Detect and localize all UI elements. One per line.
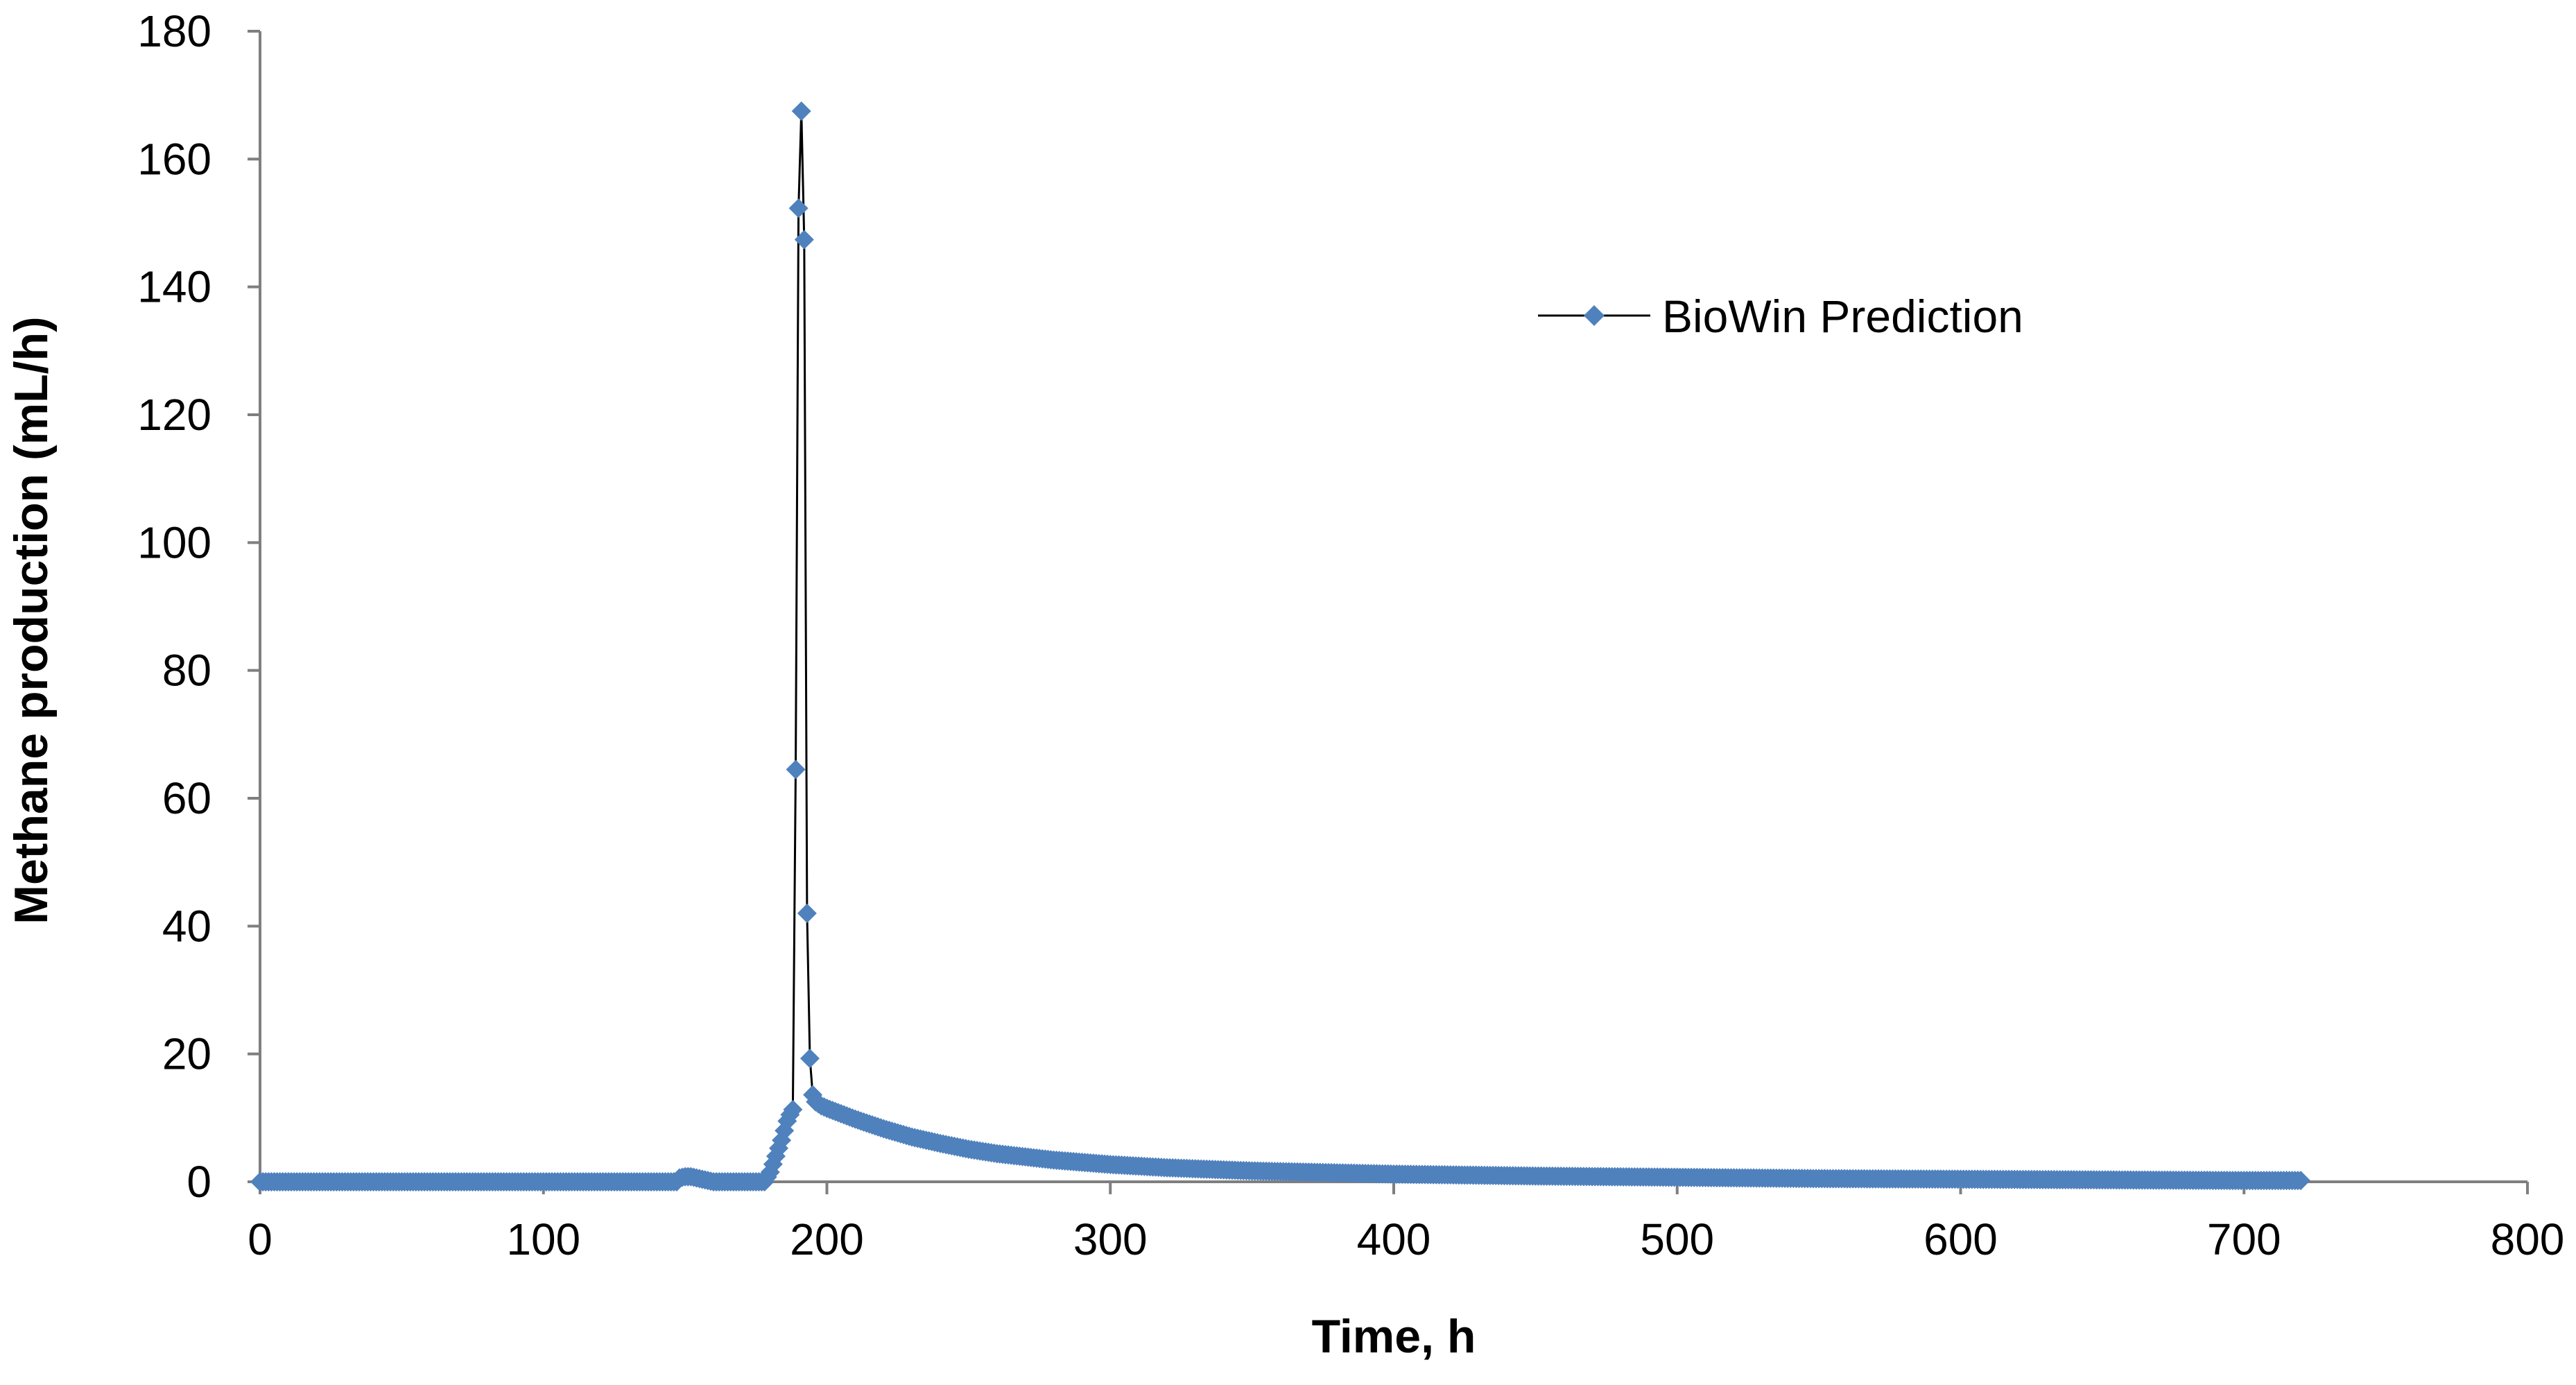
y-tick-label: 0 — [187, 1157, 211, 1207]
series-layer — [250, 101, 2310, 1192]
y-tick-label: 160 — [137, 134, 211, 184]
x-tick-label: 100 — [506, 1214, 580, 1264]
y-tick-label: 20 — [162, 1029, 211, 1079]
y-tick-label: 140 — [137, 262, 211, 312]
y-tick-label: 80 — [162, 646, 211, 696]
y-tick-label: 60 — [162, 773, 211, 823]
x-tick-label: 600 — [1924, 1214, 1998, 1264]
data-point — [799, 1049, 820, 1069]
legend-label: BioWin Prediction — [1662, 291, 2023, 342]
x-tick-label: 200 — [790, 1214, 864, 1264]
data-point — [783, 1099, 803, 1119]
x-tick-label: 400 — [1357, 1214, 1431, 1264]
data-point — [797, 903, 817, 923]
y-axis-ticks: 0 20 40 60 80 100 120 140 160 180 — [137, 6, 260, 1207]
y-tick-label: 120 — [137, 390, 211, 440]
series-line-0 — [260, 111, 2301, 1183]
legend-marker-diamond — [1584, 305, 1605, 326]
legend: BioWin Prediction — [1538, 291, 2023, 342]
data-point — [791, 101, 811, 121]
y-tick-label: 180 — [137, 6, 211, 56]
y-tick-label: 100 — [137, 517, 211, 567]
x-tick-label: 0 — [248, 1214, 273, 1264]
data-point — [794, 230, 814, 250]
y-tick-label: 40 — [162, 901, 211, 951]
y-axis-title: Methane production (mL/h) — [5, 316, 58, 924]
x-tick-label: 300 — [1073, 1214, 1148, 1264]
series-markers-0 — [250, 101, 2310, 1192]
x-axis-title: Time, h — [1312, 1310, 1476, 1363]
x-tick-label: 700 — [2207, 1214, 2281, 1264]
x-tick-label: 500 — [1640, 1214, 1714, 1264]
x-tick-label: 800 — [2491, 1214, 2565, 1264]
x-axis-ticks: 0 100 200 300 400 500 600 700 800 — [248, 1182, 2564, 1264]
axes — [259, 31, 2527, 1183]
data-point — [786, 759, 806, 780]
data-point — [2291, 1171, 2310, 1191]
data-point — [788, 198, 809, 218]
